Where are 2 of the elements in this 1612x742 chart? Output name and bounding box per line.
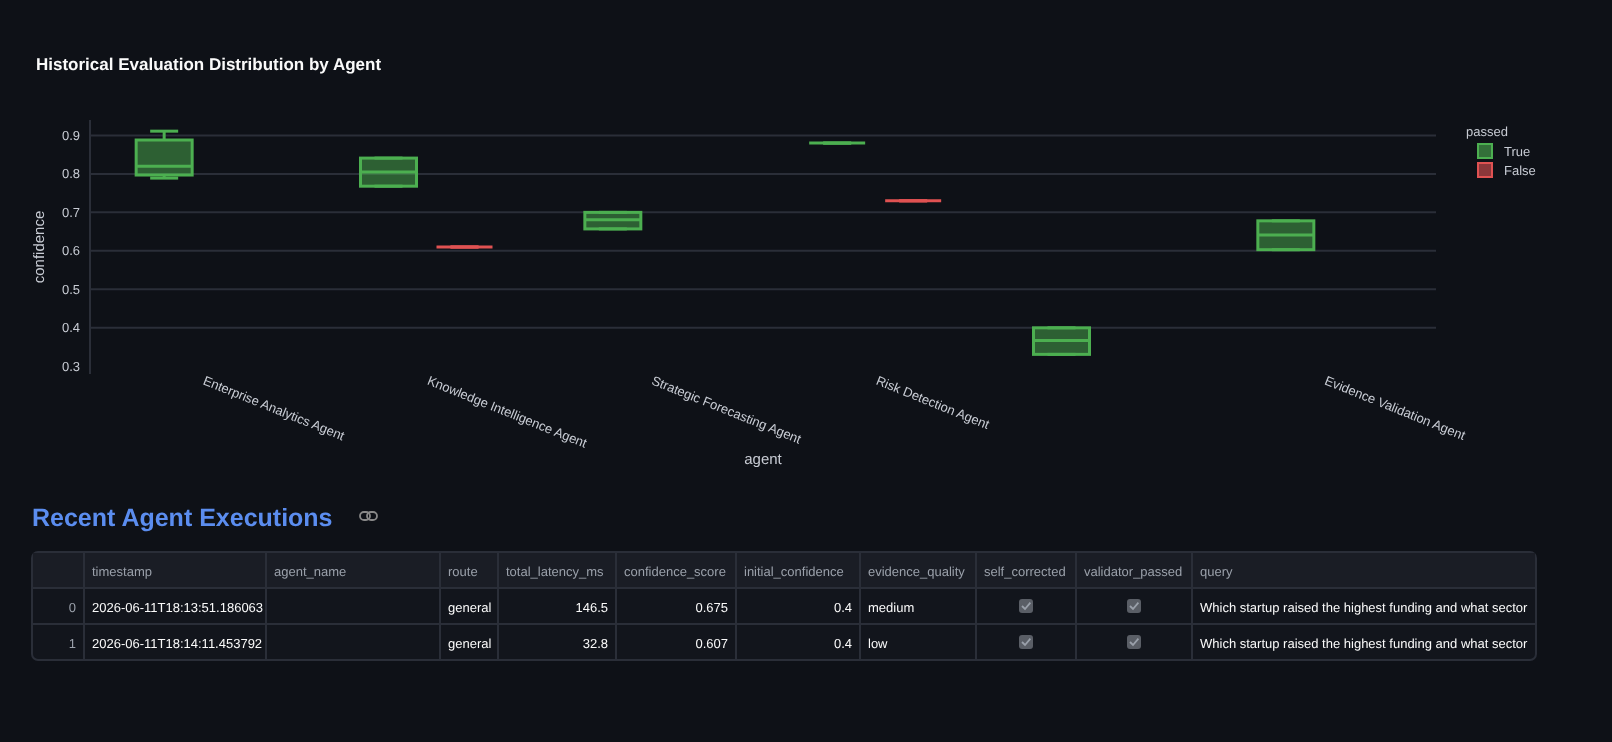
text: Recent Agent Executions <box>32 504 333 532</box>
chart-title: Historical Evaluation Distribution by Agent <box>36 54 382 74</box>
